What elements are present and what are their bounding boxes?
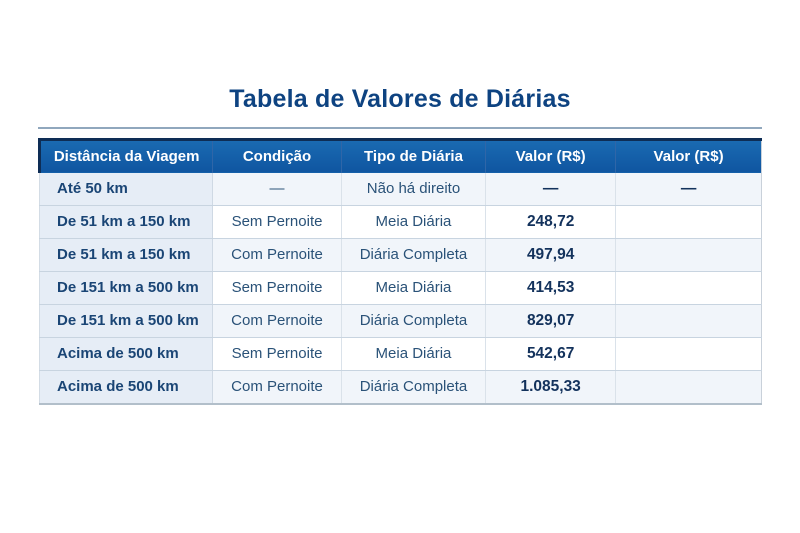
cell-condicao: Sem Pernoite <box>212 271 342 305</box>
slide-content: Tabela de Valores de Diárias Distância d… <box>37 0 762 405</box>
cell-valor2 <box>615 304 762 338</box>
table-row: De 151 km a 500 km Com Pernoite Diária C… <box>39 304 762 338</box>
cell-condicao: Com Pernoite <box>212 304 342 338</box>
cell-distancia: De 51 km a 150 km <box>39 238 214 272</box>
cell-valor: 248,72 <box>485 205 617 239</box>
table-row: De 51 km a 150 km Sem Pernoite Meia Diár… <box>39 205 762 239</box>
cell-valor2 <box>615 271 762 305</box>
column-header-condicao: Condição <box>212 137 342 173</box>
cell-tipo: Meia Diária <box>341 271 487 305</box>
cell-valor: 542,67 <box>485 337 617 371</box>
cell-valor: 1.085,33 <box>485 370 617 405</box>
cell-tipo: Não há direito <box>341 172 487 206</box>
cell-condicao: Com Pernoite <box>212 238 342 272</box>
column-header-tipo: Tipo de Diária <box>341 137 487 173</box>
column-header-valor: Valor (R$) <box>485 137 617 173</box>
cell-condicao: Sem Pernoite <box>212 205 342 239</box>
table-row: Acima de 500 km Sem Pernoite Meia Diária… <box>39 337 762 371</box>
cell-valor2 <box>615 370 762 405</box>
cell-tipo: Meia Diária <box>341 337 487 371</box>
cell-distancia: Até 50 km <box>39 172 214 206</box>
cell-distancia: Acima de 500 km <box>39 337 214 371</box>
title-divider <box>38 126 762 129</box>
cell-tipo: Diária Completa <box>341 304 487 338</box>
cell-tipo: Diária Completa <box>341 370 487 405</box>
table-row: Acima de 500 km Com Pernoite Diária Comp… <box>39 370 762 405</box>
diarias-table: Distância da Viagem Condição Tipo de Diá… <box>37 137 762 405</box>
page-title: Tabela de Valores de Diárias <box>229 85 571 113</box>
table-row: De 51 km a 150 km Com Pernoite Diária Co… <box>39 238 762 272</box>
cell-valor: 497,94 <box>485 238 617 272</box>
table-row: Até 50 km — Não há direito — — <box>39 172 762 206</box>
cell-valor: 829,07 <box>485 304 617 338</box>
cell-tipo: Meia Diária <box>341 205 487 239</box>
cell-valor2: — <box>615 172 762 206</box>
table-body: Até 50 km — Não há direito — — De 51 km … <box>39 172 762 405</box>
cell-valor2 <box>615 238 762 272</box>
cell-valor2 <box>615 337 762 371</box>
cell-condicao: — <box>212 172 342 206</box>
cell-condicao: Sem Pernoite <box>212 337 342 371</box>
cell-tipo: Diária Completa <box>341 238 487 272</box>
cell-distancia: Acima de 500 km <box>39 370 214 405</box>
header-row: Distância da Viagem Condição Tipo de Diá… <box>37 137 762 173</box>
cell-valor2 <box>615 205 762 239</box>
cell-distancia: De 151 km a 500 km <box>39 271 214 305</box>
cell-distancia: De 151 km a 500 km <box>39 304 214 338</box>
cell-condicao: Com Pernoite <box>212 370 342 405</box>
table-header: Distância da Viagem Condição Tipo de Diá… <box>37 137 762 173</box>
column-header-valor2: Valor (R$) <box>615 137 762 173</box>
table-row: De 151 km a 500 km Sem Pernoite Meia Diá… <box>39 271 762 305</box>
cell-valor: — <box>485 172 617 206</box>
cell-valor: 414,53 <box>485 271 617 305</box>
column-header-distancia: Distância da Viagem <box>37 137 214 173</box>
cell-distancia: De 51 km a 150 km <box>39 205 214 239</box>
